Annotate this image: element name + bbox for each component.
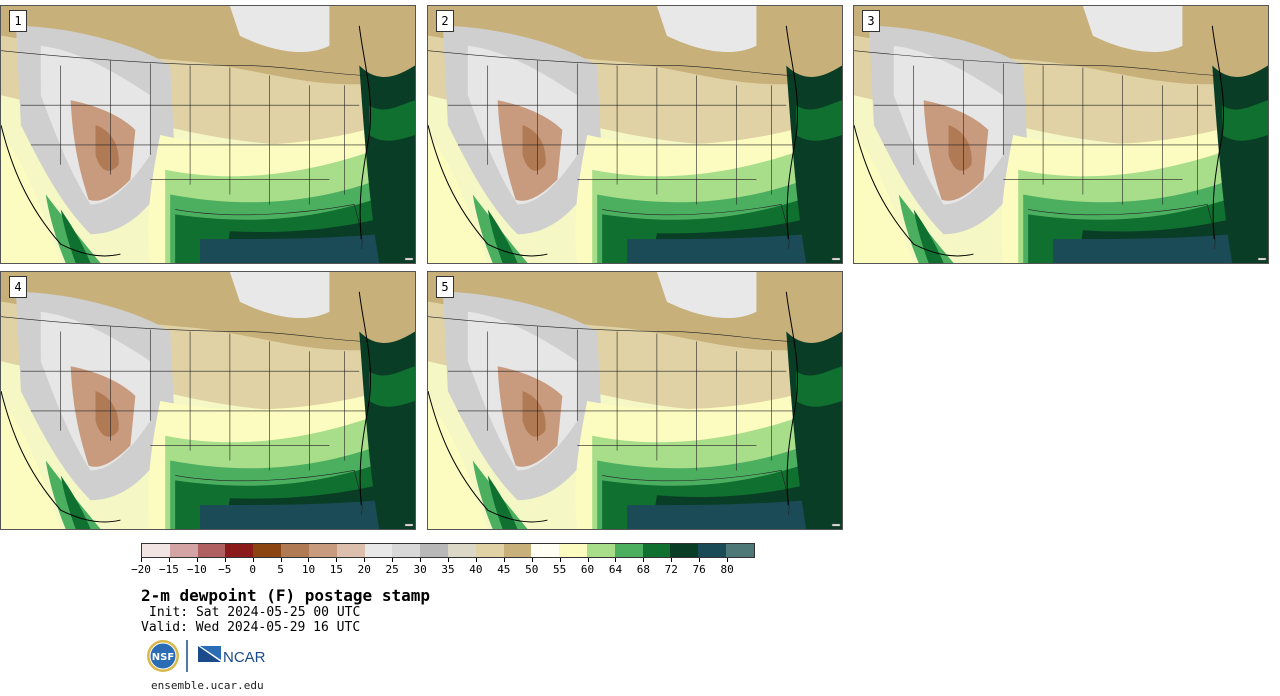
nsf-logo: NSF [147,640,179,672]
colorbar-tick [587,558,589,562]
colorbar-segment [698,544,727,557]
map-panel-2: 2 [427,5,843,264]
colorbar-tick-label: 30 [413,563,427,576]
colorbar-tick [448,558,449,562]
colorbar-segment [197,544,226,557]
colorbar-segment [726,544,754,557]
colorbar-tick [141,558,142,562]
colorbar-tick-label: 40 [469,563,483,576]
colorbar-tick [727,558,729,562]
colorbar-tick-label: 55 [553,563,567,576]
site-url: ensemble.ucar.edu [151,679,264,692]
colorbar-tick-label: 60 [580,563,595,576]
init-time: Init: Sat 2024-05-25 00 UTC [149,605,361,620]
colorbar-tick-label: −15 [158,563,179,576]
colorbar-segment [587,544,615,557]
colorbar-segment [531,544,560,557]
colorbar-tick-label: 35 [441,563,455,576]
colorbar-segment [392,544,421,557]
colorbar-tick-label: 76 [692,563,706,576]
panel-number-label: 4 [9,276,27,298]
colorbar-tick-label: 80 [720,563,734,576]
colorbar-tick [336,558,338,562]
colorbar-tick-label: 50 [525,563,539,576]
colorbar-segment [420,544,448,557]
colorbar-tick [252,558,254,562]
svg-text:NCAR: NCAR [223,649,266,666]
colorbar-tick-label: 45 [497,563,511,576]
colorbar-tick [475,558,477,562]
panel-number-label: 1 [9,10,27,32]
colorbar-tick [168,558,170,562]
colorbar-tick-label: 25 [385,563,399,576]
colorbar-tick-label: 68 [636,563,650,576]
colorbar-segment [670,544,699,557]
panel-number-label: 2 [436,10,454,32]
colorbar-tick-label: 20 [357,563,371,576]
colorbar-segment [253,544,282,557]
colorbar-tick-labels: −20 −15 −10 −5 0 5 10 15 20 25 30 35 40 45 50 55 60 64 68 7… [131,558,755,578]
chart-title: 2-m dewpoint (F) postage stamp [141,586,430,605]
map-panel-5: 5 [427,271,843,530]
logo-group: NSF NCAR [145,638,275,674]
colorbar-tick [280,558,282,562]
colorbar-segment [281,544,309,557]
svg-text:NSF: NSF [152,652,174,663]
colorbar-tick-label: 15 [329,563,343,576]
colorbar-segment [447,544,476,557]
colorbar-tick-label: 64 [608,563,623,576]
colorbar-tick [531,558,533,562]
colorbar-tick [615,558,617,562]
colorbar-tick [671,558,673,562]
colorbar-tick [364,558,366,562]
colorbar-tick [224,558,226,562]
ncar-logo: NCAR [198,646,266,666]
colorbar-tick [420,558,422,562]
colorbar-tick-label: −10 [186,563,207,576]
colorbar-tick-label: 10 [301,563,316,576]
colorbar-tick-label: −5 [218,563,232,576]
panel-number-label: 3 [862,10,880,32]
colorbar-segment [142,544,170,557]
colorbar-tick [196,558,198,562]
colorbar-segment [475,544,504,557]
map-panel-3: 3 [853,5,1269,264]
colorbar-segment [336,544,365,557]
colorbar-tick [308,558,310,562]
colorbar-tick [503,558,505,562]
dewpoint-colorbar [141,543,755,558]
colorbar-tick-label: 5 [277,563,284,576]
nsf-ncar-logo: NSF NCAR [147,640,266,672]
valid-time: Valid: Wed 2024-05-29 16 UTC [141,620,361,635]
colorbar-tick [699,558,701,562]
colorbar-tick [643,558,645,562]
map-panel-1: 1 [0,5,416,264]
colorbar-segment [169,544,198,557]
colorbar-tick-label: −20 [131,563,151,576]
panel-number-label: 5 [436,276,454,298]
map-panel-4: 4 [0,271,416,530]
colorbar-segment [503,544,532,557]
colorbar-segment [364,544,393,557]
colorbar-tick [559,558,561,562]
colorbar-segment [559,544,587,557]
colorbar-segment [308,544,337,557]
colorbar-tick-label: 72 [664,563,678,576]
colorbar-tick-label: 0 [249,563,256,576]
colorbar-segment [642,544,671,557]
colorbar-segment [614,544,643,557]
colorbar-segment [225,544,254,557]
colorbar-tick [392,558,394,562]
